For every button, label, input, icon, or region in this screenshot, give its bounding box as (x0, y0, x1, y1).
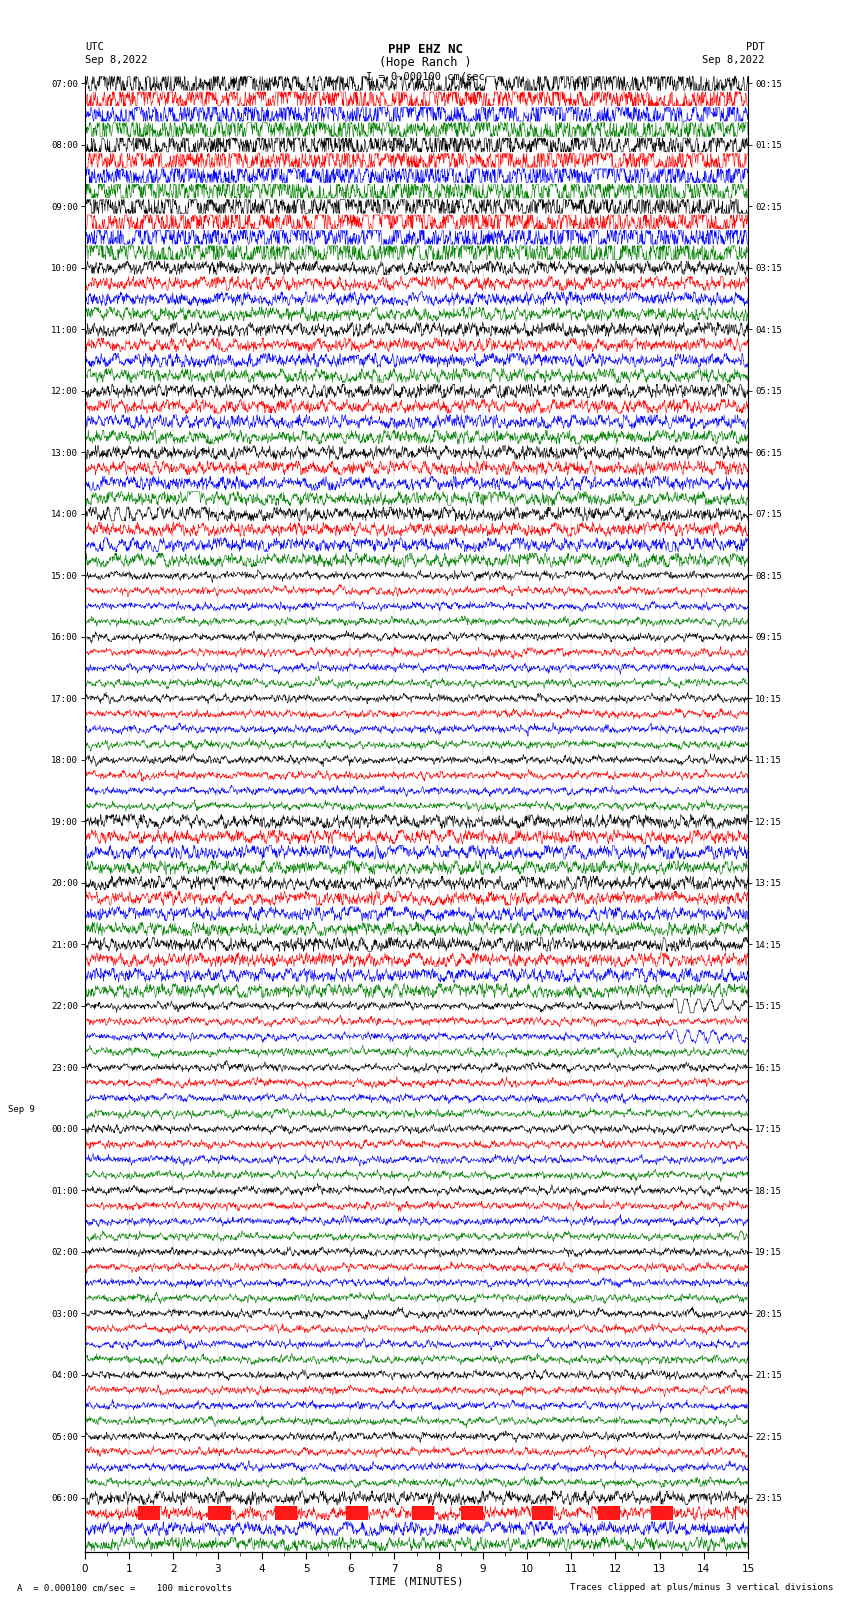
Text: Sep 8,2022: Sep 8,2022 (85, 55, 148, 65)
Text: PDT: PDT (746, 42, 765, 52)
Text: Sep 8,2022: Sep 8,2022 (702, 55, 765, 65)
X-axis label: TIME (MINUTES): TIME (MINUTES) (369, 1576, 464, 1586)
Text: I = 0.000100 cm/sec: I = 0.000100 cm/sec (366, 73, 484, 82)
Text: Sep 9: Sep 9 (8, 1105, 36, 1115)
Text: UTC: UTC (85, 42, 104, 52)
Text: PHP EHZ NC: PHP EHZ NC (388, 44, 462, 56)
Text: (Hope Ranch ): (Hope Ranch ) (379, 56, 471, 69)
Text: Traces clipped at plus/minus 3 vertical divisions: Traces clipped at plus/minus 3 vertical … (570, 1582, 833, 1592)
Text: A  = 0.000100 cm/sec =    100 microvolts: A = 0.000100 cm/sec = 100 microvolts (17, 1582, 232, 1592)
